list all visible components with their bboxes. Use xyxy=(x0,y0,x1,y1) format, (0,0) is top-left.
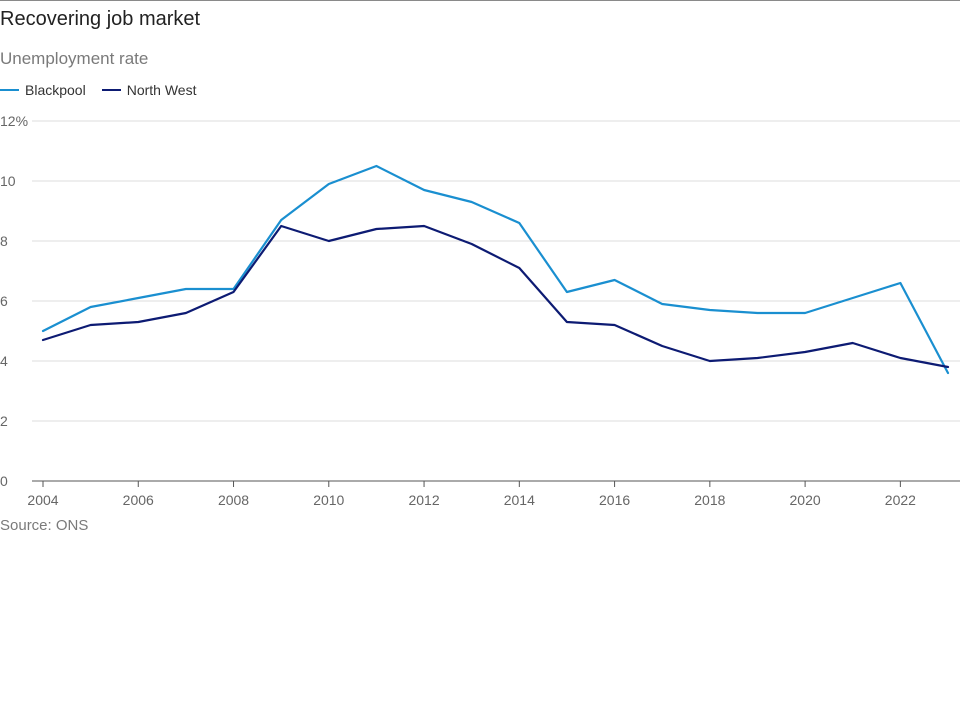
x-tick-label: 2012 xyxy=(408,492,439,508)
legend-swatch-north-west xyxy=(101,89,121,91)
legend-swatch-blackpool xyxy=(0,89,19,91)
y-tick-label: 0 xyxy=(0,473,8,489)
source-note: Source: ONS xyxy=(0,517,89,534)
x-tick-label: 2014 xyxy=(504,492,535,508)
x-tick-label: 2006 xyxy=(123,492,154,508)
top-rule xyxy=(0,0,960,1)
legend: Blackpool North West xyxy=(0,82,212,98)
legend-label-blackpool: Blackpool xyxy=(25,82,86,98)
x-tick-label: 2008 xyxy=(218,492,249,508)
legend-item-blackpool: Blackpool xyxy=(0,82,86,98)
legend-label-north-west: North West xyxy=(126,82,197,98)
x-tick-label: 2018 xyxy=(694,492,725,508)
y-tick-label: 4 xyxy=(0,353,8,369)
y-tick-label: 8 xyxy=(0,233,8,249)
legend-item-north-west: North West xyxy=(101,82,197,98)
y-tick-label: 10 xyxy=(0,173,16,189)
series-line-blackpool xyxy=(41,164,950,375)
x-tick-label: 2016 xyxy=(599,492,630,508)
chart-subtitle: Unemployment rate xyxy=(0,49,149,68)
chart-title: Recovering job market xyxy=(0,8,201,30)
y-tick-label: 2 xyxy=(0,413,8,429)
x-tick-label: 2010 xyxy=(313,492,344,508)
y-tick-label: 6 xyxy=(0,293,8,309)
x-tick-label: 2004 xyxy=(27,492,58,508)
series-line-north-west xyxy=(41,224,950,369)
x-tick-label: 2022 xyxy=(885,492,916,508)
x-tick-label: 2020 xyxy=(790,492,821,508)
y-tick-label: 12% xyxy=(0,113,28,129)
